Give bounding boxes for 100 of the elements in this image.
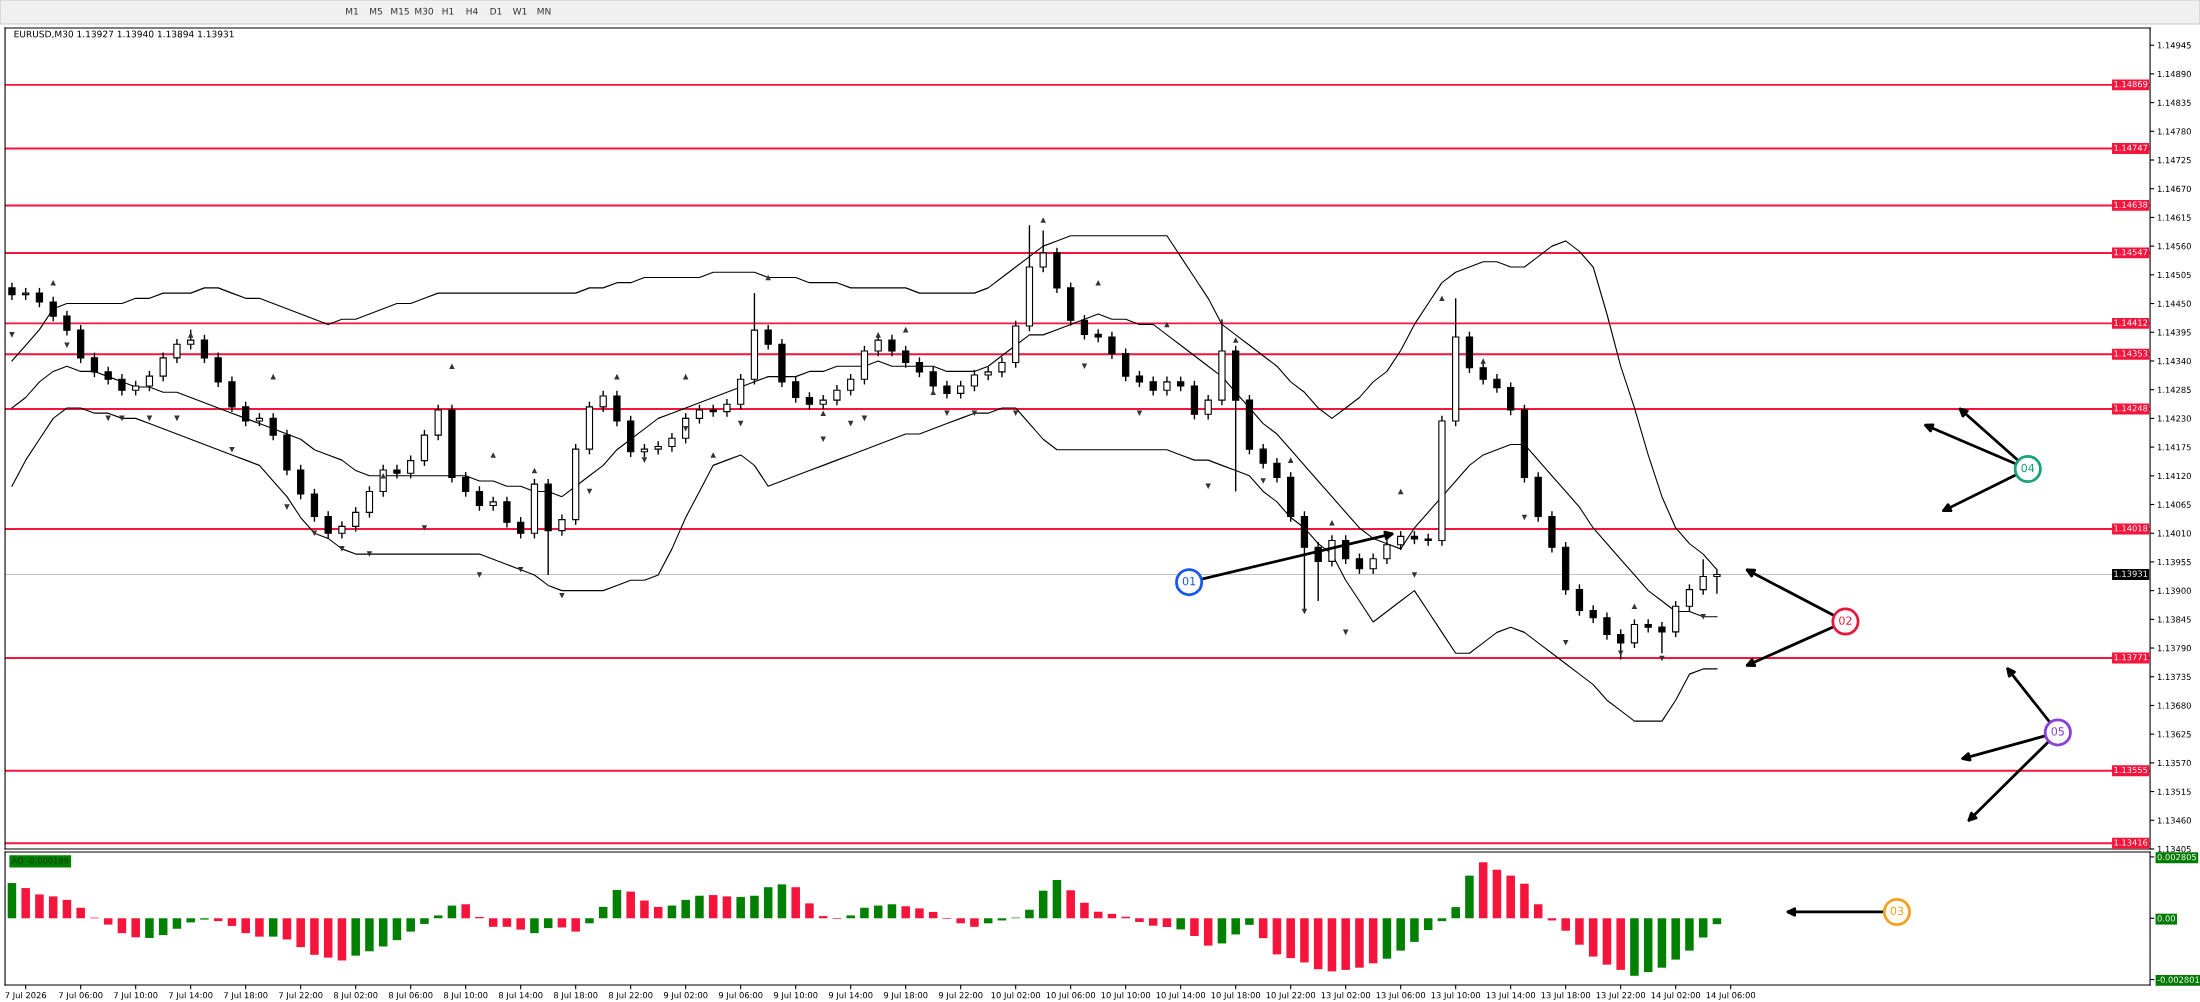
y-tick-label: 1.14340 (2157, 357, 2191, 365)
candlestick (269, 412, 277, 441)
candlestick (1507, 381, 1515, 416)
y-tick-label: 1.13625 (2157, 731, 2191, 738)
point (1136, 410, 1143, 416)
bar (1258, 918, 1268, 939)
bar (805, 903, 814, 919)
candlestick (819, 394, 827, 411)
ref-line-label: 1.14018 (2114, 525, 2148, 532)
point (1411, 572, 1418, 578)
bar (35, 894, 44, 919)
bar (1506, 875, 1515, 919)
y-tick-label: 1.13900 (2157, 587, 2191, 594)
x-tick-label: 7 Jul 2026 (5, 991, 47, 1000)
candlestick (998, 356, 1006, 378)
point (944, 410, 950, 416)
point (1397, 488, 1404, 495)
point (820, 436, 826, 443)
x-tick-label: 9 Jul 18:00 (883, 991, 928, 1000)
bar (1300, 918, 1309, 963)
text: H1 (442, 7, 454, 15)
bar (365, 918, 374, 952)
bar (1176, 918, 1185, 930)
y-tick-label: 1.13680 (2157, 702, 2191, 709)
candlestick (503, 495, 511, 529)
x-tick-label: 7 Jul 18:00 (224, 991, 268, 1000)
bar (1685, 918, 1694, 951)
candlestick (173, 338, 181, 364)
y-tick-label: 1.14120 (2157, 472, 2191, 480)
bar (1437, 918, 1447, 922)
candlestick (1658, 621, 1666, 654)
x-tick-label: 10 Jul 02:00 (991, 991, 1041, 1000)
candlestick (1644, 618, 1652, 634)
y-tick-label: 1.14890 (2157, 70, 2191, 78)
candlestick (1699, 558, 1707, 596)
bar (255, 918, 264, 937)
bar (1602, 918, 1612, 965)
bar (268, 918, 278, 937)
point (1342, 629, 1349, 636)
bar (970, 918, 979, 927)
candlestick (1094, 328, 1102, 343)
bar (722, 896, 732, 919)
text: MN (537, 7, 551, 15)
bar (777, 884, 787, 919)
x-tick-label: 7 Jul 06:00 (59, 991, 103, 1000)
bar (1025, 909, 1034, 919)
candlestick (1369, 552, 1377, 575)
candlestick (970, 369, 979, 392)
bar (1575, 918, 1584, 945)
bar (488, 918, 498, 927)
bar (887, 904, 897, 919)
bar (1382, 918, 1392, 959)
y-tick-label: 1.14560 (2157, 243, 2191, 250)
x-tick-label: 13 Jul 02:00 (1321, 991, 1371, 1000)
x-tick-label: 7 Jul 10:00 (114, 991, 158, 1000)
bar (131, 918, 140, 938)
annotation: 04 (2021, 463, 2035, 473)
ref-line-label: 1.14869 (2114, 80, 2148, 88)
point (490, 452, 496, 458)
bar (337, 918, 347, 961)
y-tick-label: 1.14615 (2157, 214, 2191, 221)
point (366, 551, 373, 557)
y-tick-label: 1.13735 (2157, 673, 2191, 681)
y-tick-label: 1.13955 (2157, 558, 2191, 566)
x-tick-label: 13 Jul 10:00 (1431, 991, 1481, 1000)
ref-line-label: 1.13931 (2114, 570, 2148, 577)
bar (653, 906, 663, 919)
bar (21, 888, 30, 919)
bar (406, 918, 415, 932)
bar (1203, 918, 1213, 946)
x-tick-label: 8 Jul 10:00 (443, 991, 488, 1000)
x-tick-label: 10 Jul 10:00 (1101, 991, 1151, 1000)
y-tick-label: 1.14670 (2157, 185, 2191, 192)
candlestick (1479, 361, 1487, 386)
point (187, 332, 194, 338)
point (9, 332, 15, 338)
candlestick (352, 506, 360, 533)
y-tick-label: 1.14175 (2157, 444, 2191, 451)
candlestick (1630, 618, 1639, 649)
point (1617, 650, 1624, 657)
point (559, 593, 565, 599)
ref-line-label: 1.14248 (2114, 405, 2148, 412)
bar (351, 918, 360, 956)
candlestick (1108, 331, 1116, 360)
bar (1492, 869, 1502, 919)
bar (860, 907, 869, 919)
bar (695, 895, 704, 919)
bar (103, 918, 113, 925)
point (1631, 603, 1638, 610)
point (971, 410, 978, 416)
point (1012, 410, 1019, 416)
bar (1080, 902, 1089, 919)
point (765, 274, 771, 281)
ref-line-label: 1.13416 (2114, 839, 2148, 846)
x-tick-label: 7 Jul 14:00 (169, 991, 213, 1000)
bar (626, 891, 635, 919)
bar (640, 900, 649, 919)
bar (1657, 918, 1667, 968)
bar (1396, 918, 1405, 951)
x-tick-label: 9 Jul 10:00 (773, 991, 818, 1000)
